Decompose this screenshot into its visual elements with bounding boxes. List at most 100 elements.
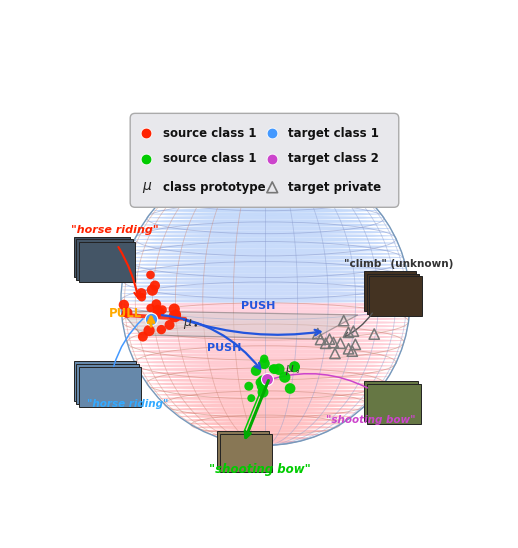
Point bbox=[348, 347, 356, 356]
Text: target class 2: target class 2 bbox=[289, 152, 379, 165]
Point bbox=[147, 315, 155, 323]
Ellipse shape bbox=[123, 324, 408, 328]
Point bbox=[260, 355, 268, 363]
Point bbox=[259, 388, 267, 397]
Text: source class 1: source class 1 bbox=[163, 152, 256, 165]
Ellipse shape bbox=[124, 328, 407, 332]
Point bbox=[344, 344, 353, 353]
Ellipse shape bbox=[122, 317, 409, 321]
Ellipse shape bbox=[127, 255, 404, 259]
Ellipse shape bbox=[123, 273, 408, 277]
Point bbox=[322, 339, 330, 348]
Ellipse shape bbox=[162, 198, 369, 202]
Ellipse shape bbox=[129, 252, 402, 256]
Point bbox=[370, 330, 378, 339]
Point bbox=[344, 328, 353, 337]
Ellipse shape bbox=[203, 169, 328, 173]
Point bbox=[137, 289, 146, 298]
Ellipse shape bbox=[159, 397, 372, 400]
Ellipse shape bbox=[123, 277, 408, 281]
Ellipse shape bbox=[122, 313, 409, 317]
Ellipse shape bbox=[121, 299, 410, 302]
Bar bbox=[79, 242, 135, 282]
Ellipse shape bbox=[166, 194, 365, 198]
Text: "shooting bow": "shooting bow" bbox=[209, 464, 311, 476]
Text: PUSH: PUSH bbox=[241, 301, 276, 311]
Ellipse shape bbox=[132, 245, 399, 249]
Ellipse shape bbox=[190, 176, 341, 180]
Ellipse shape bbox=[126, 339, 405, 342]
Ellipse shape bbox=[170, 407, 361, 411]
Ellipse shape bbox=[129, 346, 402, 350]
Bar bbox=[367, 384, 421, 424]
Bar bbox=[74, 361, 136, 401]
Ellipse shape bbox=[130, 350, 401, 353]
Ellipse shape bbox=[220, 436, 311, 440]
Ellipse shape bbox=[121, 292, 410, 295]
Point bbox=[145, 326, 153, 335]
Point bbox=[331, 349, 339, 358]
Text: $\mu_\circ$: $\mu_\circ$ bbox=[285, 363, 300, 377]
Point bbox=[148, 286, 156, 294]
Ellipse shape bbox=[150, 386, 381, 390]
Point bbox=[281, 373, 289, 381]
Point bbox=[171, 312, 179, 321]
Point bbox=[172, 310, 180, 319]
Ellipse shape bbox=[159, 201, 372, 205]
FancyBboxPatch shape bbox=[130, 113, 399, 207]
Ellipse shape bbox=[174, 411, 357, 415]
Ellipse shape bbox=[133, 357, 398, 361]
Ellipse shape bbox=[125, 332, 406, 335]
Ellipse shape bbox=[210, 165, 321, 169]
Ellipse shape bbox=[155, 393, 376, 397]
Point bbox=[325, 335, 334, 344]
Point bbox=[270, 364, 278, 373]
Ellipse shape bbox=[153, 389, 378, 393]
Point bbox=[151, 281, 159, 290]
Point bbox=[349, 327, 357, 335]
Point bbox=[170, 305, 178, 313]
Ellipse shape bbox=[125, 266, 406, 270]
Ellipse shape bbox=[234, 158, 297, 162]
Ellipse shape bbox=[140, 227, 391, 231]
Ellipse shape bbox=[145, 219, 386, 223]
Point bbox=[252, 366, 260, 375]
Point bbox=[340, 316, 348, 325]
Ellipse shape bbox=[179, 414, 352, 418]
Point bbox=[157, 325, 166, 334]
Point bbox=[263, 375, 271, 384]
Ellipse shape bbox=[123, 321, 408, 324]
Text: "horse riding": "horse riding" bbox=[87, 399, 168, 409]
Ellipse shape bbox=[170, 191, 361, 195]
Ellipse shape bbox=[135, 361, 396, 364]
Ellipse shape bbox=[136, 234, 395, 238]
Bar bbox=[369, 276, 422, 317]
Bar bbox=[76, 364, 139, 404]
Ellipse shape bbox=[121, 306, 410, 310]
Ellipse shape bbox=[140, 371, 391, 375]
Point bbox=[120, 300, 128, 309]
Ellipse shape bbox=[125, 263, 406, 266]
Point bbox=[313, 329, 322, 338]
Point bbox=[142, 129, 150, 138]
Text: "horse riding": "horse riding" bbox=[71, 225, 159, 235]
Ellipse shape bbox=[138, 230, 393, 234]
Point bbox=[286, 384, 294, 393]
Ellipse shape bbox=[162, 400, 369, 404]
Ellipse shape bbox=[122, 284, 409, 288]
Ellipse shape bbox=[195, 425, 336, 429]
Point bbox=[256, 378, 265, 387]
Point bbox=[268, 364, 277, 373]
Ellipse shape bbox=[210, 432, 321, 436]
Bar bbox=[74, 237, 130, 277]
Point bbox=[138, 293, 146, 301]
Text: target class 1: target class 1 bbox=[289, 127, 379, 140]
Ellipse shape bbox=[220, 162, 311, 165]
Ellipse shape bbox=[203, 429, 328, 433]
Bar bbox=[367, 273, 419, 313]
Point bbox=[153, 310, 161, 318]
Text: class prototype: class prototype bbox=[163, 180, 266, 193]
Bar bbox=[364, 271, 416, 311]
Text: PULL: PULL bbox=[109, 307, 142, 320]
Ellipse shape bbox=[147, 216, 384, 220]
